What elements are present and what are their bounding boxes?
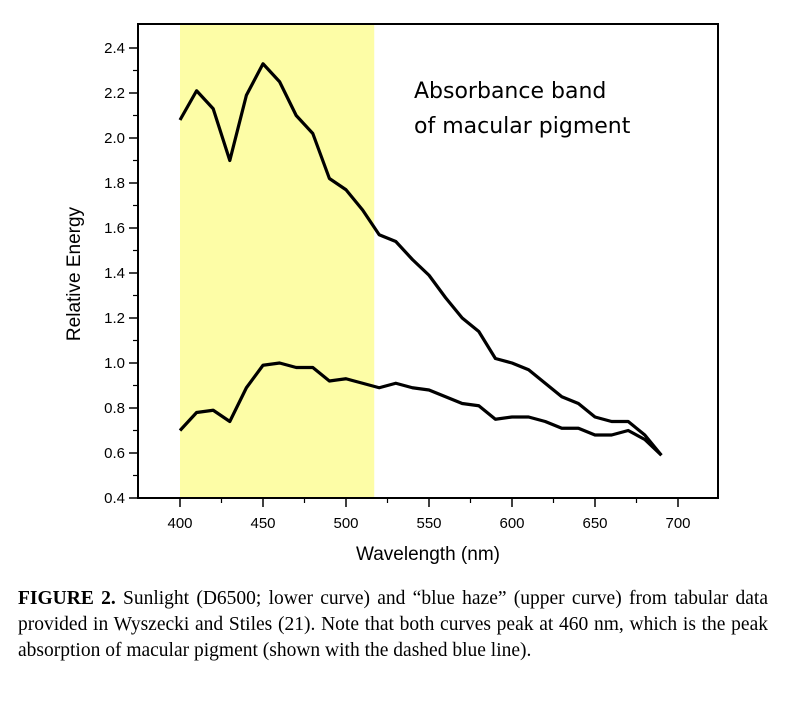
- y-tick-label: 2.0: [104, 130, 125, 147]
- series-line-0: [178, 62, 663, 457]
- y-tick-label: 1.6: [104, 220, 125, 237]
- caption-label: FIGURE 2.: [18, 588, 116, 609]
- x-tick-label: 700: [665, 515, 690, 532]
- y-tick-label: 1.0: [104, 355, 125, 372]
- annotation-line-1: Absorbance band: [414, 79, 606, 104]
- y-tick-label: 2.4: [104, 40, 125, 57]
- annotation-line-2: of macular pigment: [414, 114, 631, 139]
- y-tick-label: 0.8: [104, 400, 125, 417]
- x-tick-label: 400: [167, 515, 192, 532]
- y-tick-label: 2.2: [104, 85, 125, 102]
- y-tick-label: 0.6: [104, 445, 125, 462]
- caption-text: Sunlight (D6500; lower curve) and “blue …: [18, 588, 768, 661]
- figure-caption: FIGURE 2. Sunlight (D6500; lower curve) …: [18, 586, 768, 664]
- y-axis-title: Relative Energy: [64, 206, 85, 341]
- series-line-1: [178, 361, 663, 457]
- x-tick-label: 500: [333, 515, 358, 532]
- y-tick-label: 1.2: [104, 310, 125, 327]
- plot-frame: [137, 23, 719, 499]
- absorbance-band: [180, 25, 375, 497]
- y-tick-label: 1.8: [104, 175, 125, 192]
- y-tick-label: 0.4: [104, 490, 125, 507]
- y-tick-label: 1.4: [104, 265, 125, 282]
- x-tick-label: 450: [250, 515, 275, 532]
- x-tick-label: 600: [499, 515, 524, 532]
- chart: 400 450 500 550 600 650 700 0.4 0.6 0.8 1.0 1.2 1.4 1…: [64, 23, 719, 565]
- x-tick-label: 550: [416, 515, 441, 532]
- x-tick-label: 650: [582, 515, 607, 532]
- x-axis-title: Wavelength (nm): [356, 544, 500, 565]
